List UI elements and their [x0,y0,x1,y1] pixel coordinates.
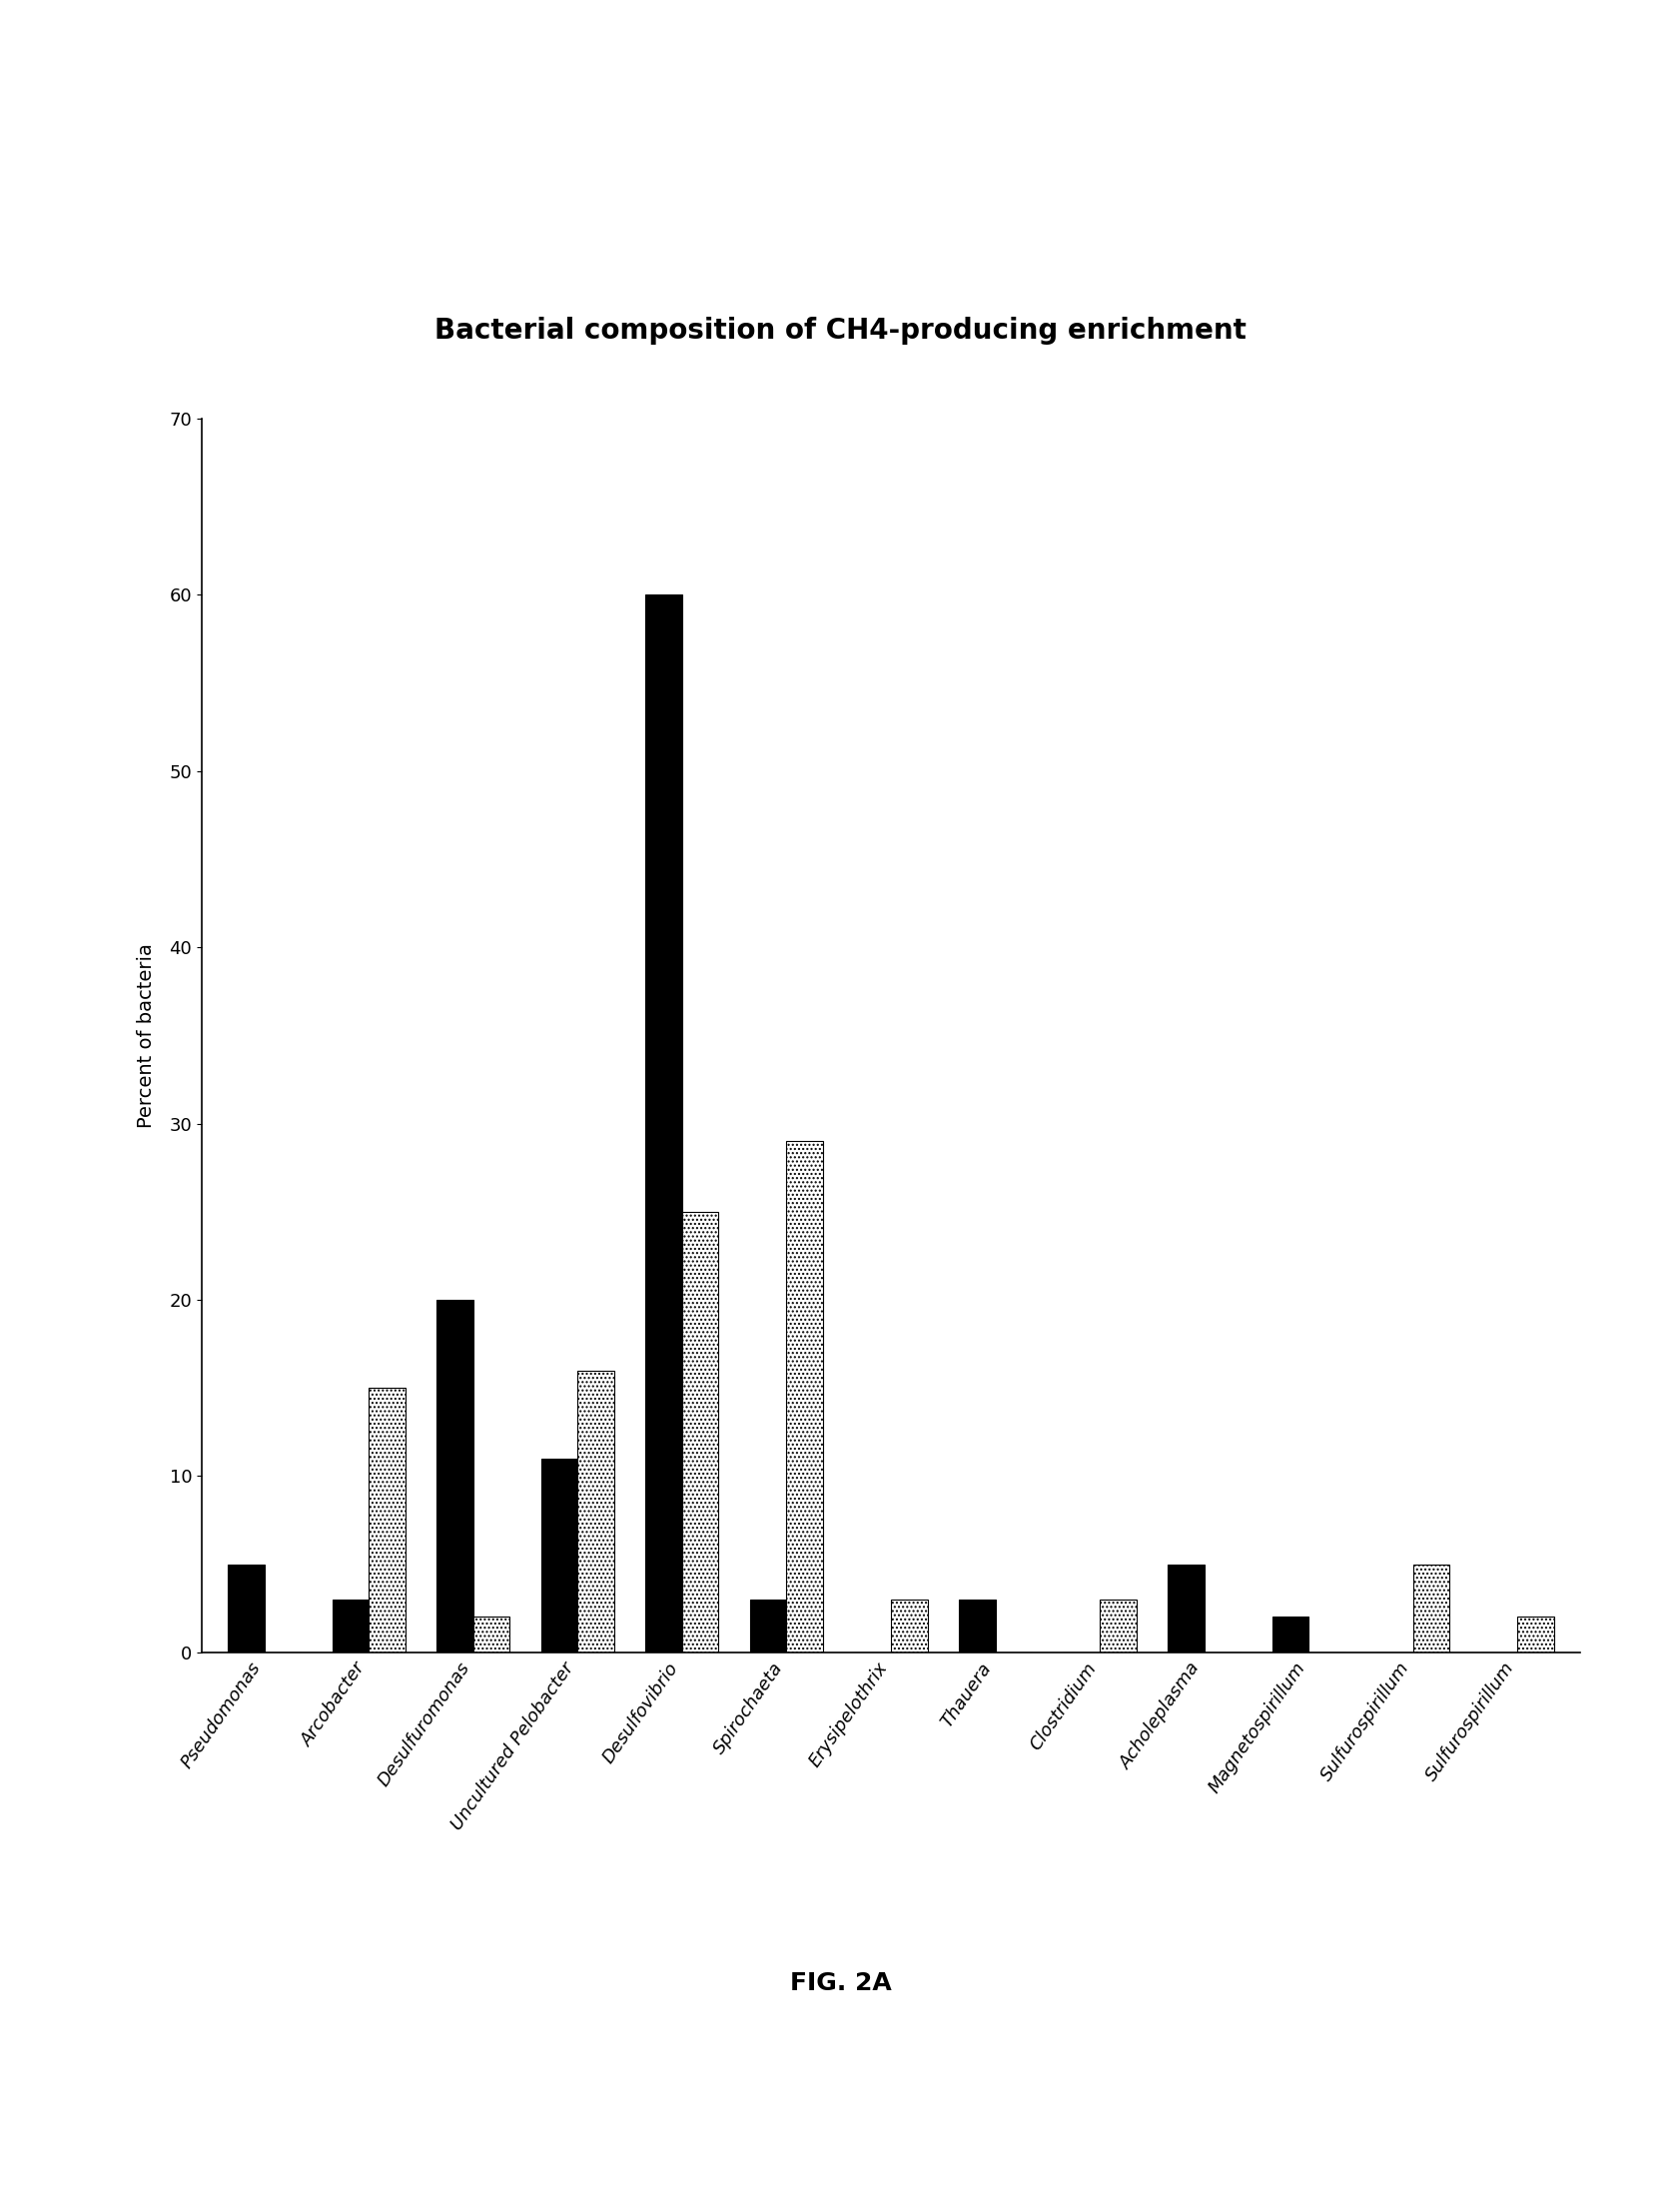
Bar [749,1599,786,1652]
Bar [1168,1564,1203,1652]
Bar [368,1388,405,1652]
Bar [1099,1599,1136,1652]
Bar [1413,1564,1448,1652]
Bar [228,1564,264,1652]
Bar [890,1599,927,1652]
Bar [1517,1617,1552,1652]
Bar [541,1458,578,1652]
Bar [437,1300,474,1652]
Bar [958,1599,995,1652]
Text: Bacterial composition of CH4-producing enrichment: Bacterial composition of CH4-producing e… [435,317,1245,344]
Y-axis label: Percent of bacteria: Percent of bacteria [136,943,155,1128]
Bar [645,595,682,1652]
Bar [474,1617,509,1652]
Bar [578,1370,613,1652]
Bar [786,1141,823,1652]
Bar [333,1599,368,1652]
Bar [1272,1617,1307,1652]
Bar [682,1212,717,1652]
Text: FIG. 2A: FIG. 2A [790,1972,890,1994]
